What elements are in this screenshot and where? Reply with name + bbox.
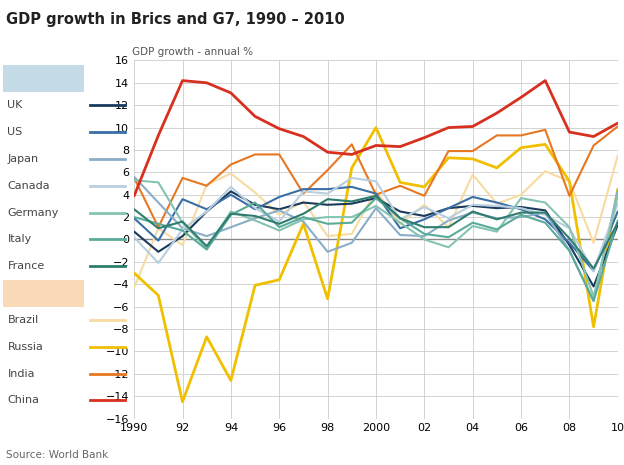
Text: G7: G7 bbox=[7, 72, 24, 85]
Text: Italy: Italy bbox=[7, 234, 32, 245]
Text: Source: World Bank: Source: World Bank bbox=[6, 450, 109, 460]
Text: Japan: Japan bbox=[7, 154, 39, 164]
Text: Germany: Germany bbox=[7, 208, 59, 218]
Text: India: India bbox=[7, 369, 35, 379]
Text: France: France bbox=[7, 261, 45, 271]
Text: US: US bbox=[7, 127, 22, 137]
Text: Canada: Canada bbox=[7, 181, 50, 191]
Text: GDP growth - annual %: GDP growth - annual % bbox=[132, 47, 253, 57]
Text: GDP growth in Brics and G7, 1990 – 2010: GDP growth in Brics and G7, 1990 – 2010 bbox=[6, 12, 345, 27]
Text: China: China bbox=[7, 395, 39, 405]
Text: Brazil: Brazil bbox=[7, 315, 39, 325]
Text: BRICs: BRICs bbox=[7, 286, 41, 299]
Text: UK: UK bbox=[7, 100, 23, 110]
Text: Russia: Russia bbox=[7, 342, 43, 352]
